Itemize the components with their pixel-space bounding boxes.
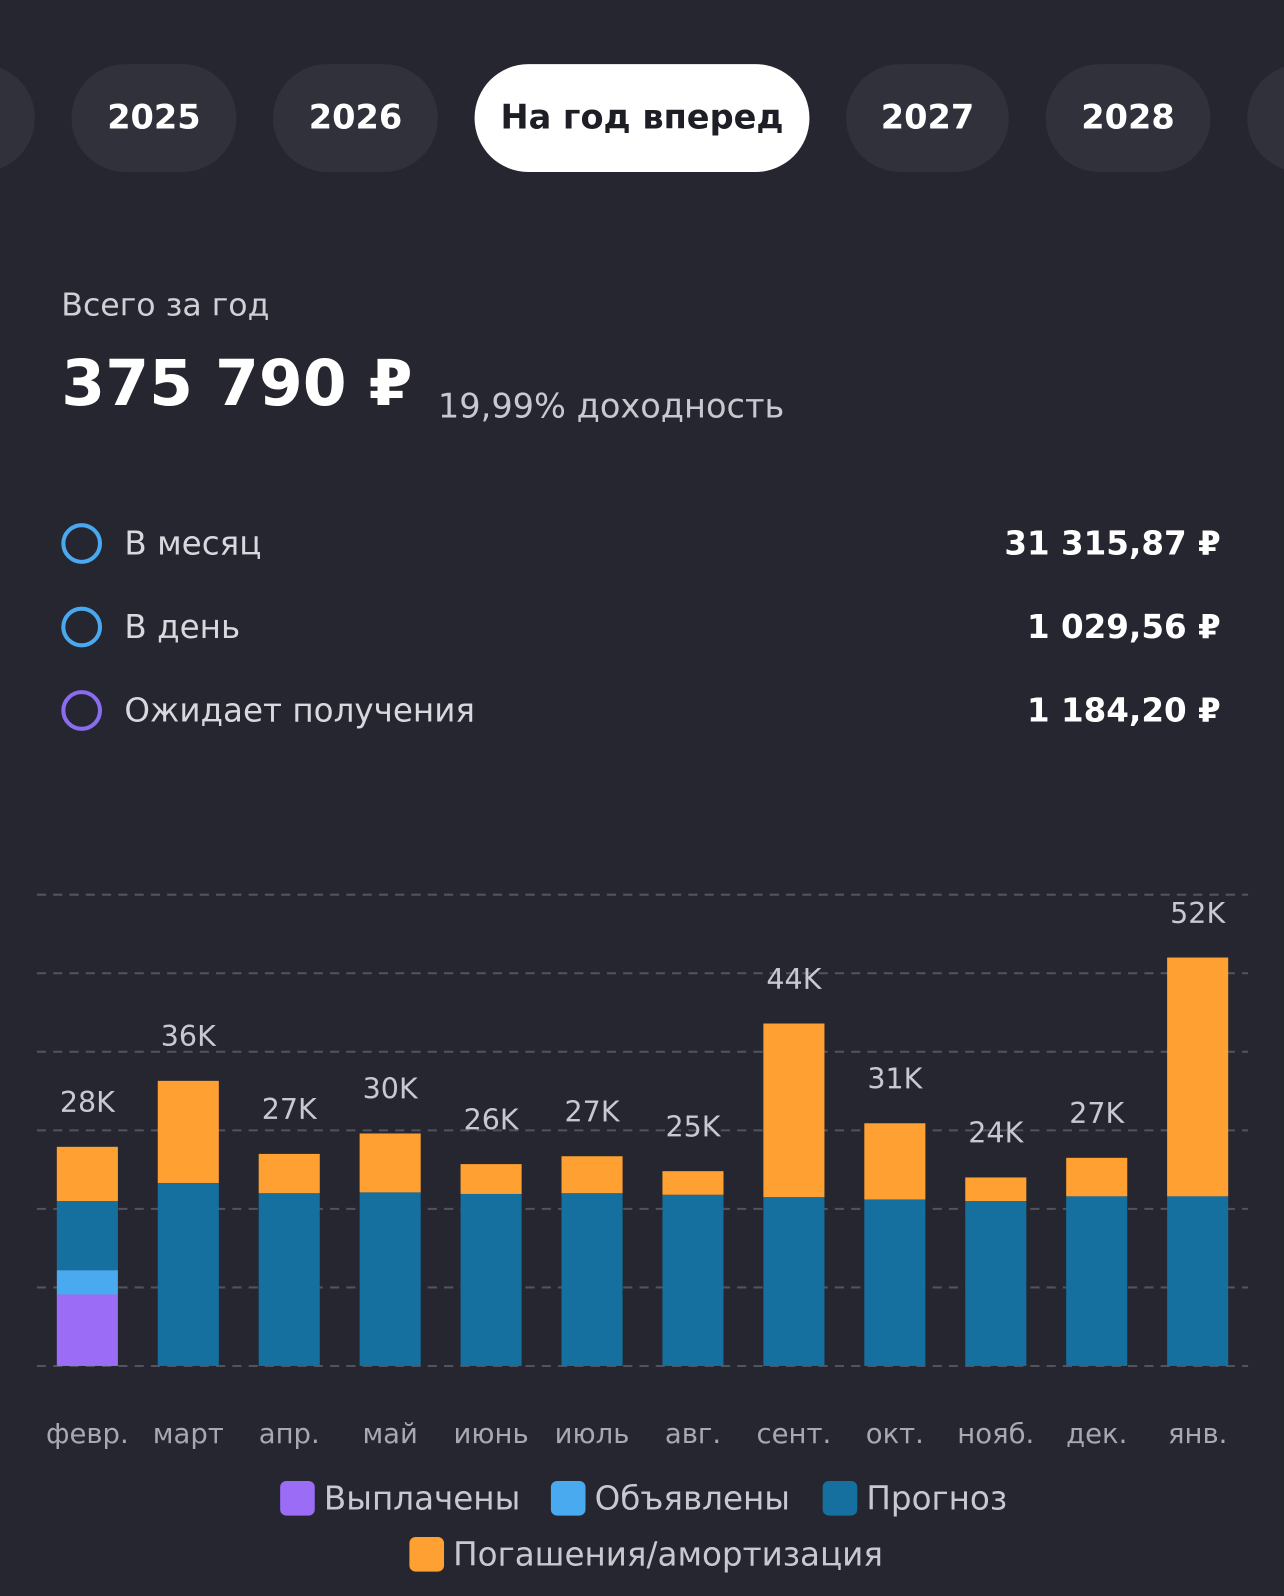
x-tick-label: нояб. [957, 1418, 1034, 1450]
bar-segment [258, 1153, 320, 1194]
tab-label: 2026 [309, 98, 402, 137]
x-tick-label: июль [555, 1418, 630, 1450]
row-value: 1 029,56 ₽ [1027, 608, 1221, 646]
x-tick-label: окт. [866, 1418, 924, 1450]
x-tick-label: май [362, 1418, 417, 1450]
row-icon [61, 690, 103, 731]
tab-partial[interactable] [1247, 64, 1284, 172]
row-value: 1 184,20 ₽ [1027, 692, 1221, 730]
bar-segment [258, 1193, 320, 1366]
bar-total-label: 27K [262, 1093, 318, 1126]
legend-swatch [822, 1480, 858, 1516]
bar-total-label: 24K [968, 1117, 1024, 1150]
bar-segment [1167, 957, 1229, 1197]
summary-total: 375 790 ₽ [61, 346, 412, 420]
bar-total-label: 44K [766, 963, 822, 996]
x-tick-label: авг. [665, 1418, 721, 1450]
bar-segment [561, 1156, 623, 1194]
bar-segment [460, 1164, 522, 1194]
legend-swatch [280, 1480, 315, 1516]
bar-segment [662, 1171, 724, 1195]
legend-label: Выплачены [324, 1479, 520, 1517]
bar-segment [561, 1193, 623, 1366]
tab[interactable] [273, 64, 438, 173]
bar-total-label: 36K [161, 1020, 217, 1053]
bar-segment [864, 1199, 926, 1366]
row-label: Ожидает получения [124, 692, 475, 730]
bar-segment [56, 1146, 118, 1202]
x-tick-label: сент. [757, 1418, 832, 1450]
x-tick-label: февр. [46, 1418, 129, 1450]
tab[interactable] [846, 64, 1009, 173]
bar-total-label: 31K [867, 1063, 923, 1096]
legend-label: Погашения/амортизация [453, 1535, 883, 1573]
bar-total-label: 27K [565, 1096, 621, 1129]
tab-label: 2025 [107, 98, 200, 137]
row-label: В месяц [124, 525, 261, 563]
bar-segment [1066, 1196, 1128, 1366]
tab[interactable] [1045, 64, 1211, 173]
bar-segment [359, 1192, 421, 1366]
bar-segment [1066, 1157, 1128, 1197]
bar-total-label: 30K [363, 1073, 419, 1106]
x-tick-label: апр. [259, 1418, 320, 1450]
bar-segment [56, 1270, 118, 1295]
bar-segment [965, 1201, 1027, 1366]
legend-swatch [550, 1480, 586, 1516]
bar-total-label: 52K [1170, 897, 1226, 930]
x-tick-label: дек. [1066, 1418, 1127, 1450]
bar-segment [56, 1201, 118, 1271]
x-tick-label: июнь [454, 1418, 529, 1450]
legend-swatch [409, 1536, 445, 1572]
bar-segment [662, 1194, 724, 1366]
tab-partial[interactable] [0, 64, 35, 172]
x-tick-label: март [153, 1418, 224, 1450]
bar-segment [763, 1023, 825, 1198]
row-label: В день [124, 608, 240, 646]
bar-total-label: 25K [665, 1110, 721, 1143]
bar-segment [460, 1193, 522, 1366]
bar-segment [1167, 1196, 1229, 1366]
bar-segment [56, 1294, 118, 1366]
tab[interactable] [71, 64, 237, 173]
row-icon [61, 606, 103, 648]
bar-segment [157, 1080, 219, 1183]
summary-yield: 19,99% доходность [438, 387, 784, 426]
bar-segment [763, 1197, 825, 1366]
tab[interactable] [474, 64, 810, 173]
row-value: 31 315,87 ₽ [1004, 525, 1220, 563]
legend-label: Прогноз [866, 1479, 1007, 1517]
tab-label: На год вперед [500, 98, 783, 137]
bar-segment [864, 1123, 926, 1200]
row-icon [61, 523, 103, 564]
bar-total-label: 28K [60, 1086, 116, 1119]
legend-label: Объявлены [595, 1479, 790, 1517]
bar-segment [359, 1133, 421, 1193]
tab-label: 2028 [1081, 98, 1174, 137]
bar-segment [965, 1177, 1027, 1202]
bar-total-label: 26K [464, 1103, 520, 1136]
bar-segment [157, 1182, 219, 1366]
summary-label: Всего за год [61, 287, 269, 323]
tab-label: 2027 [881, 98, 974, 137]
x-tick-label: янв. [1168, 1418, 1227, 1450]
bar-total-label: 27K [1069, 1097, 1125, 1130]
